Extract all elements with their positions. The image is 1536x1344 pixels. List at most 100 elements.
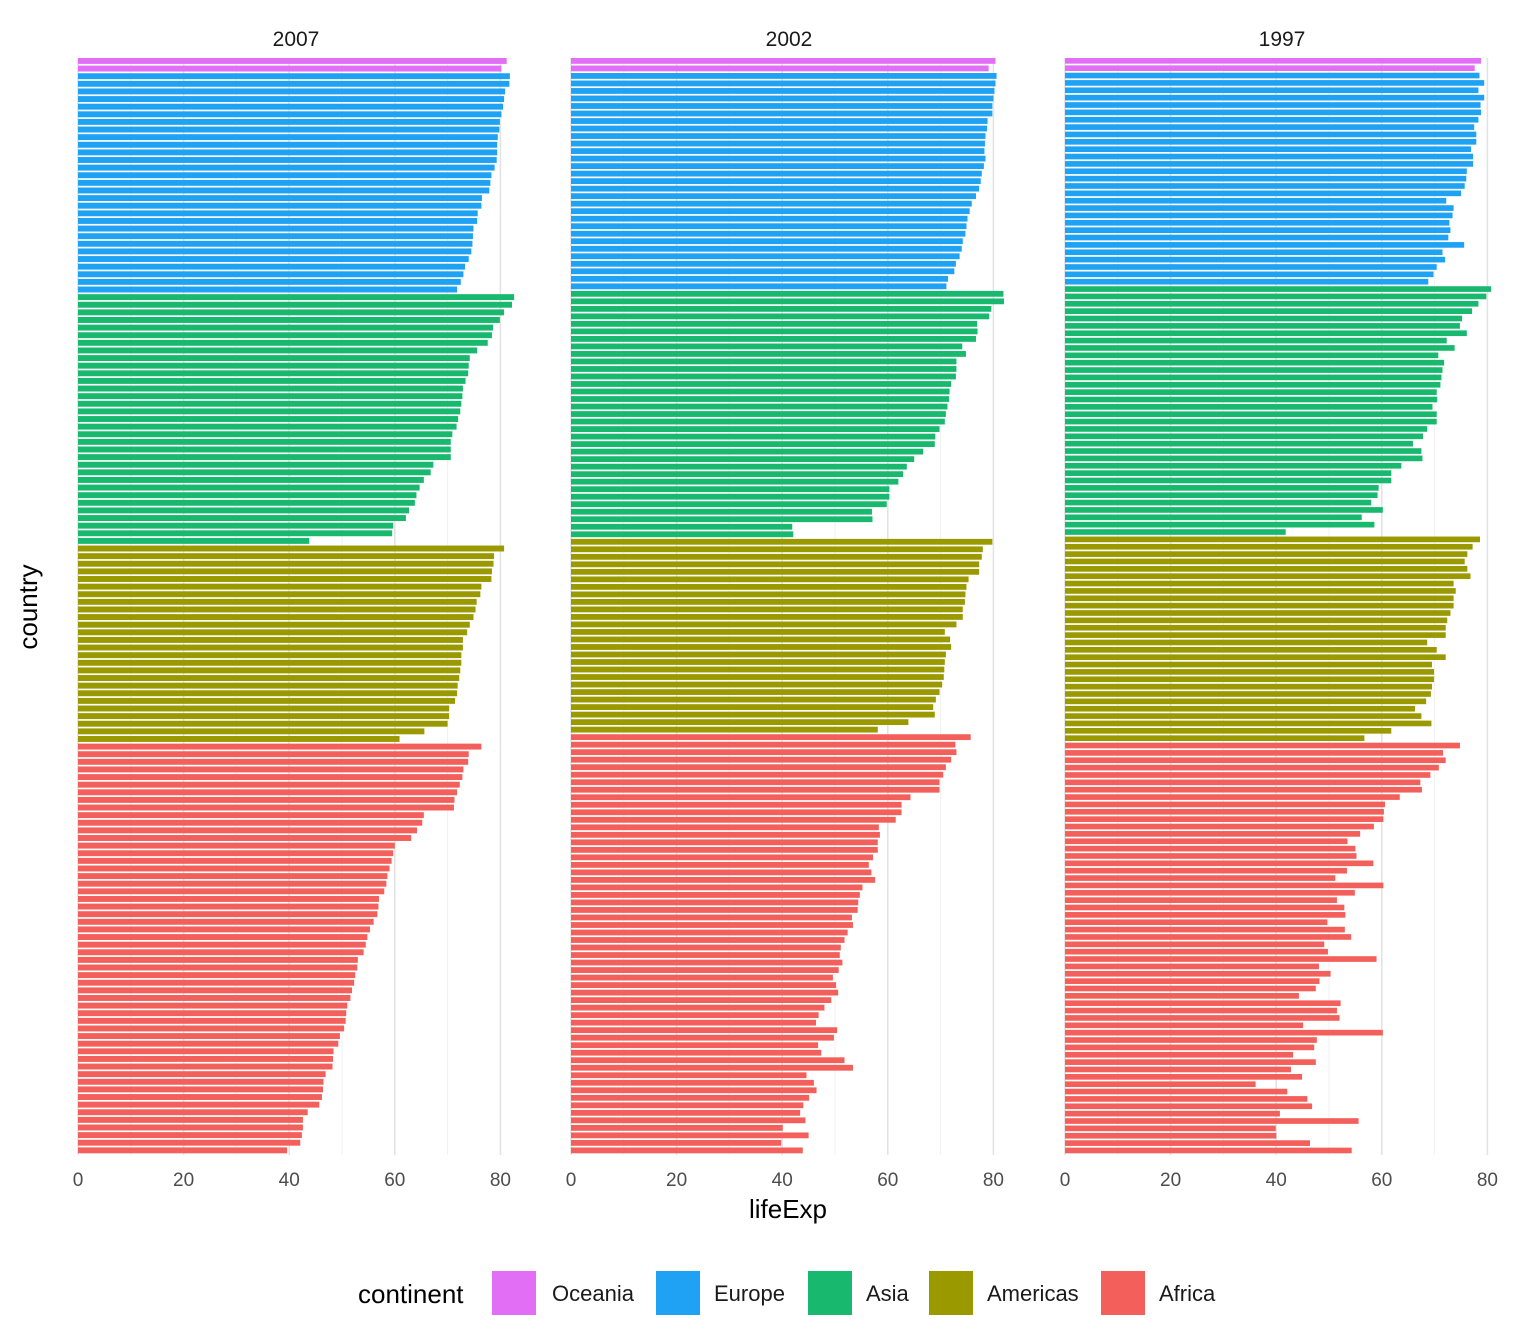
bar-americas xyxy=(78,713,450,720)
bar-americas xyxy=(78,644,463,651)
bar-africa xyxy=(571,982,837,988)
bar-africa xyxy=(1065,860,1374,867)
bar-asia xyxy=(78,446,451,453)
bar-americas xyxy=(78,690,458,697)
bar-europe xyxy=(1065,116,1479,123)
bar-africa xyxy=(78,842,395,849)
bar-africa xyxy=(1065,882,1384,889)
bar-africa xyxy=(78,934,368,940)
bar-africa xyxy=(571,989,839,996)
bar-africa xyxy=(78,857,392,864)
bar-africa xyxy=(78,873,388,880)
bar-africa xyxy=(571,771,944,778)
bar-europe xyxy=(1065,72,1480,79)
bar-africa xyxy=(1065,875,1336,881)
bar-africa xyxy=(571,1132,809,1139)
bar-asia xyxy=(78,522,394,529)
bar-americas xyxy=(571,689,940,695)
bar-africa xyxy=(78,1025,345,1032)
legend-label-oceania: Oceania xyxy=(552,1281,635,1306)
legend-key-europe xyxy=(656,1271,700,1315)
bar-americas xyxy=(571,659,945,665)
bar-europe xyxy=(1065,175,1467,182)
bar-asia xyxy=(571,388,950,395)
bar-asia xyxy=(78,385,463,392)
bar-americas xyxy=(1065,698,1427,705)
bar-europe xyxy=(1065,80,1485,86)
bar-asia xyxy=(1065,529,1286,535)
bar-americas xyxy=(1065,713,1422,719)
bar-asia xyxy=(78,484,420,491)
bar-europe xyxy=(78,103,504,110)
legend-label-europe: Europe xyxy=(714,1281,785,1306)
bar-europe xyxy=(78,118,500,125)
bar-americas xyxy=(571,614,963,620)
bar-africa xyxy=(78,1139,301,1146)
bar-africa xyxy=(571,869,872,876)
bar-africa xyxy=(78,918,374,925)
bar-africa xyxy=(571,952,840,958)
bar-europe xyxy=(1065,102,1481,108)
bar-africa xyxy=(571,734,971,741)
bar-africa xyxy=(571,1042,819,1049)
bar-europe xyxy=(78,126,500,133)
bar-africa xyxy=(78,1086,323,1093)
bar-africa xyxy=(78,1017,346,1024)
bar-africa xyxy=(1065,845,1356,852)
bar-asia xyxy=(1065,367,1443,373)
x-tick-label: 0 xyxy=(1060,1170,1071,1191)
legend-key-americas xyxy=(929,1271,973,1315)
bar-africa xyxy=(571,1139,782,1146)
x-tick-label: 60 xyxy=(384,1170,405,1191)
bar-asia xyxy=(571,433,936,440)
bar-americas xyxy=(571,538,993,545)
bar-africa xyxy=(571,1109,801,1116)
bar-asia xyxy=(78,507,410,514)
bar-europe xyxy=(571,118,988,124)
bar-africa xyxy=(571,1027,838,1034)
bar-asia xyxy=(1065,499,1372,506)
bar-africa xyxy=(571,892,860,898)
bar-asia xyxy=(78,537,310,544)
bar-europe xyxy=(571,238,963,245)
bar-africa xyxy=(78,743,482,750)
bar-europe xyxy=(1065,161,1474,167)
bar-africa xyxy=(1065,1007,1337,1014)
bar-asia xyxy=(571,471,904,478)
bar-africa xyxy=(571,786,940,793)
bar-africa xyxy=(78,1010,347,1017)
bar-africa xyxy=(571,749,957,756)
bar-americas xyxy=(571,696,936,703)
bar-oceania xyxy=(571,58,996,64)
bar-europe xyxy=(1065,234,1449,241)
bar-americas xyxy=(571,576,969,583)
legend-key-oceania xyxy=(492,1271,536,1315)
bar-americas xyxy=(571,666,945,673)
bar-asia xyxy=(571,501,887,508)
bar-europe xyxy=(1065,197,1447,204)
bar-asia xyxy=(1065,323,1460,329)
bar-africa xyxy=(571,741,956,748)
bar-americas xyxy=(78,720,448,727)
bar-africa xyxy=(1065,934,1352,940)
bar-africa xyxy=(1065,1118,1359,1124)
bar-europe xyxy=(571,200,972,207)
bar-asia xyxy=(78,400,462,407)
bar-americas xyxy=(571,546,983,553)
bar-africa xyxy=(1065,831,1361,837)
legend-label-americas: Americas xyxy=(987,1281,1079,1306)
bar-europe xyxy=(1065,87,1479,94)
bar-asia xyxy=(78,461,434,468)
bar-europe xyxy=(78,172,492,179)
bar-asia xyxy=(1065,426,1428,432)
bar-africa xyxy=(1065,919,1328,926)
bar-europe xyxy=(78,217,478,224)
bar-asia xyxy=(1065,308,1473,314)
bar-oceania xyxy=(1065,65,1475,72)
bar-americas xyxy=(571,674,944,680)
bar-asia xyxy=(78,370,469,377)
bar-americas xyxy=(78,728,425,735)
bar-asia xyxy=(571,426,940,432)
bar-americas xyxy=(1065,632,1446,638)
bar-asia xyxy=(78,309,505,316)
